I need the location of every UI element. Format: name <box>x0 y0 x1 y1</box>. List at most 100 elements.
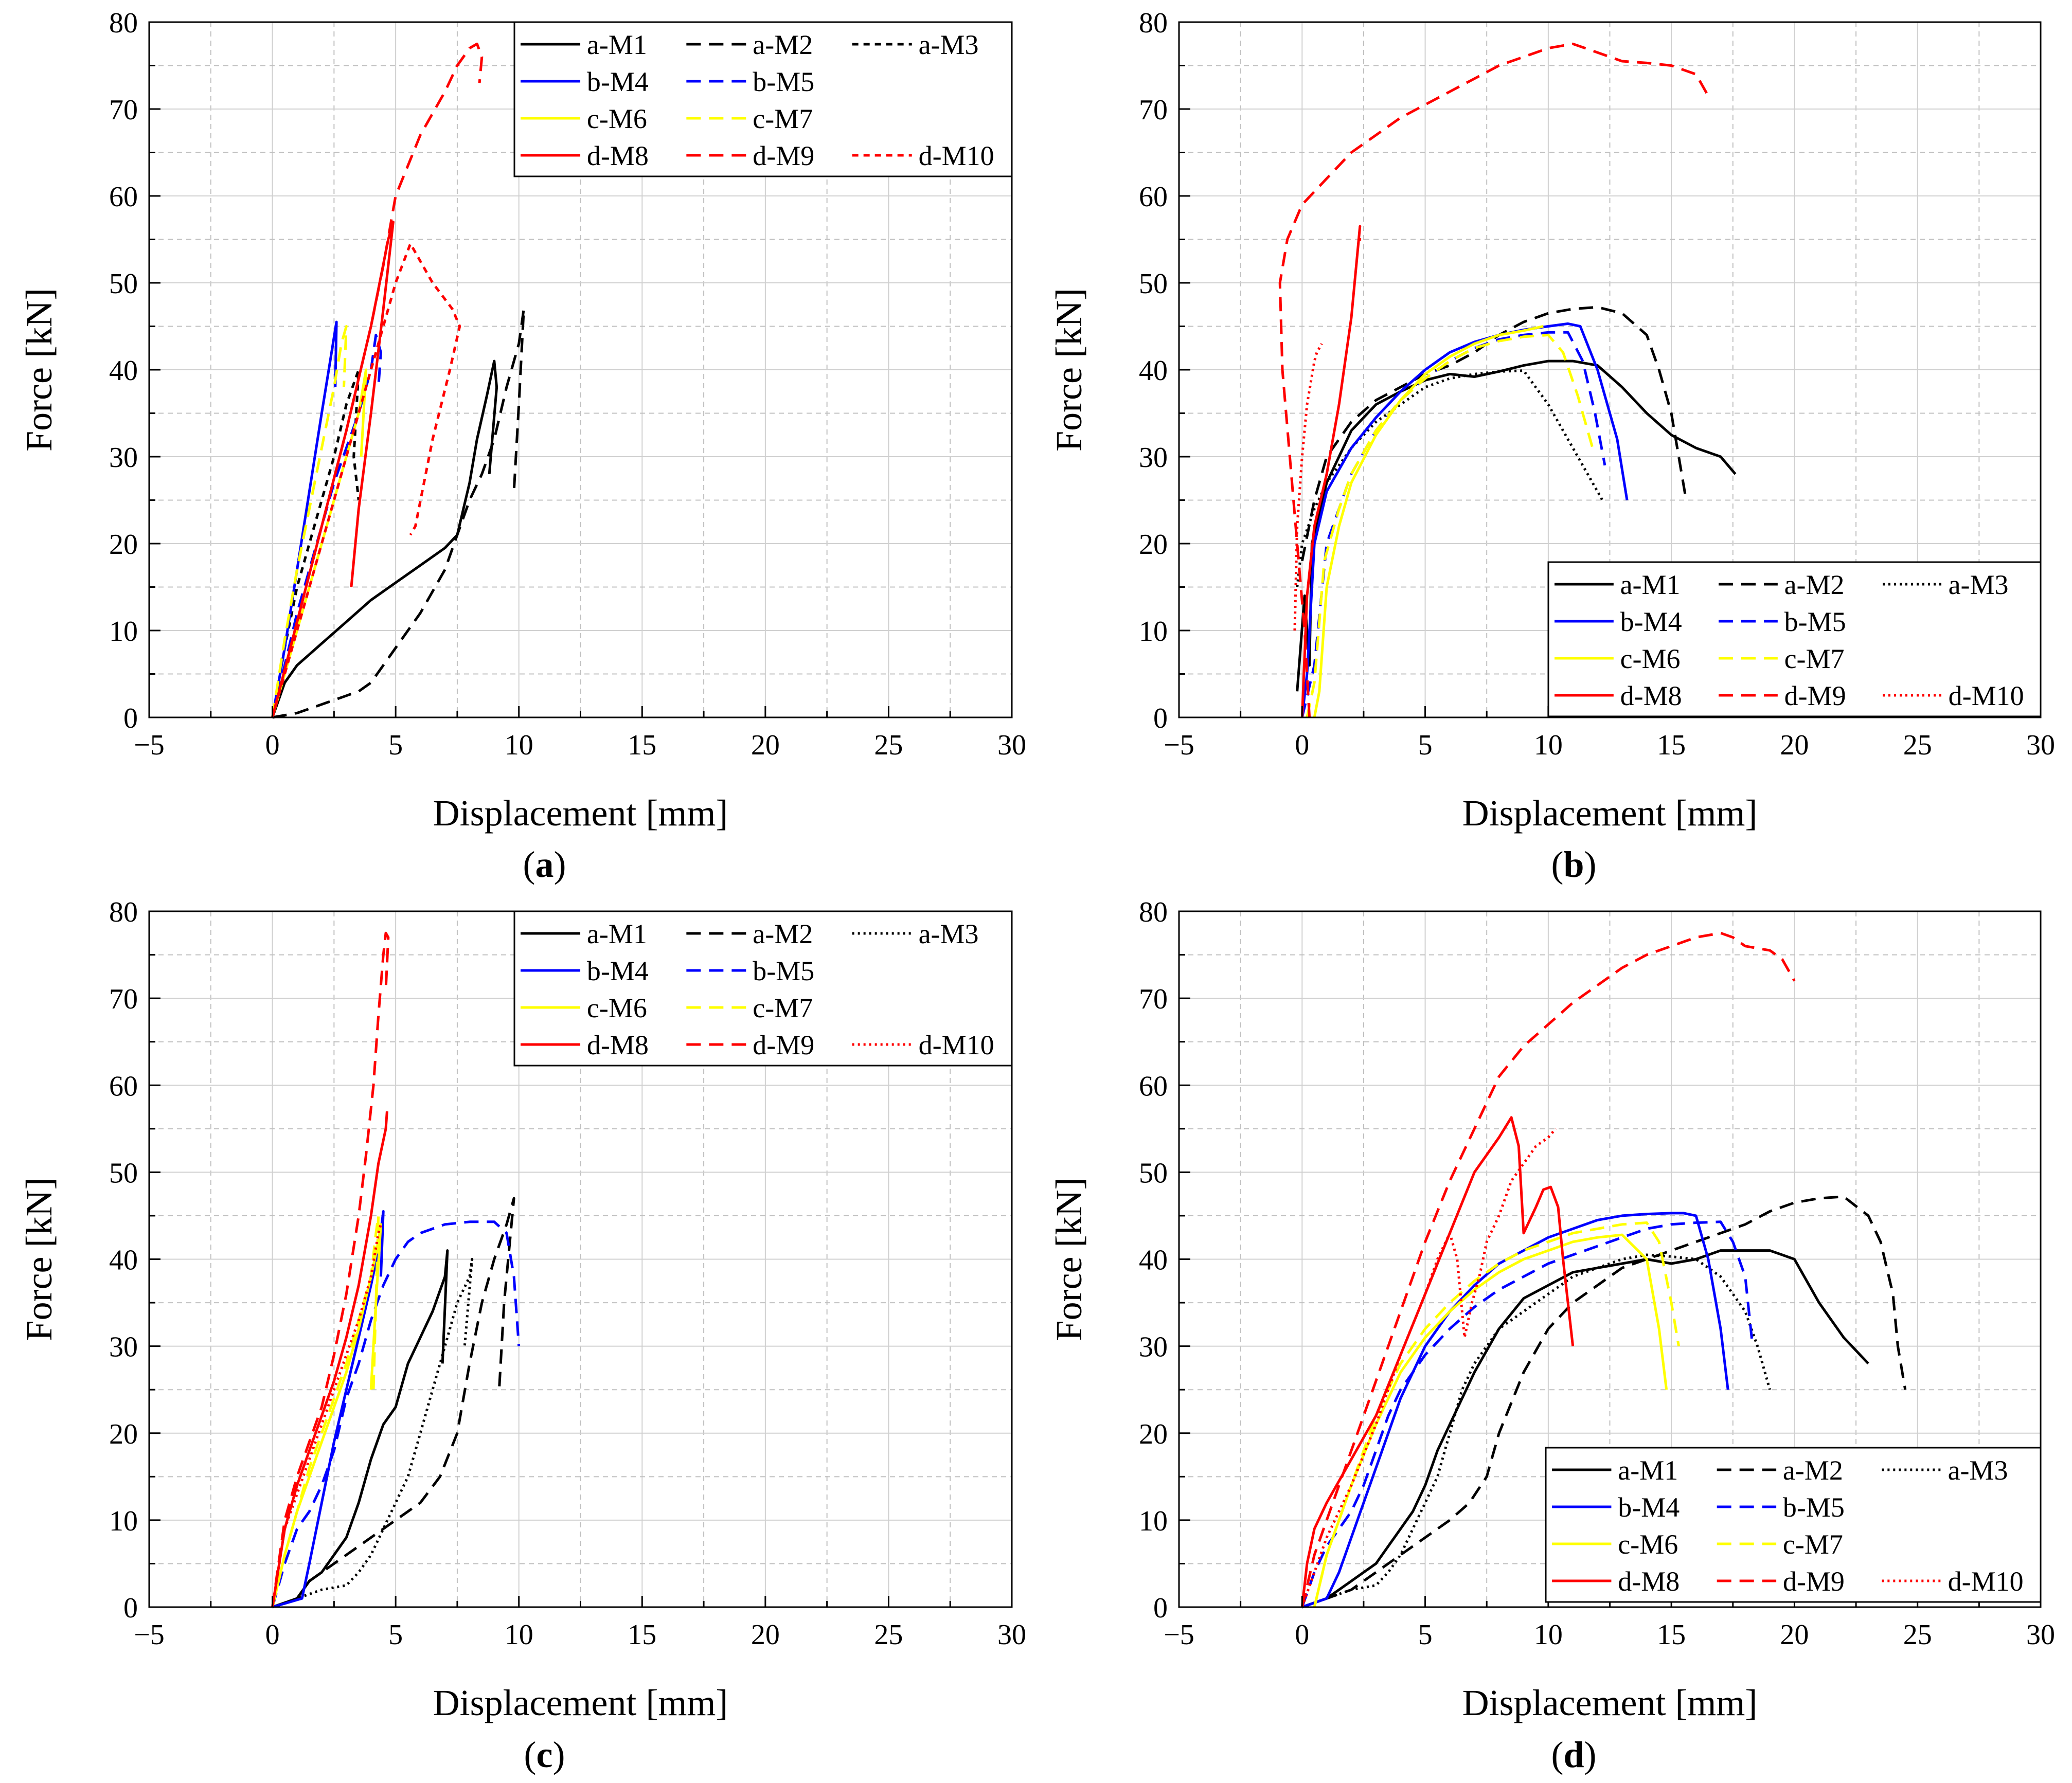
legend-label-b-M4: b-M4 <box>1618 1492 1680 1523</box>
x-tick-label: 20 <box>751 1619 780 1651</box>
y-tick-label: 80 <box>109 896 138 928</box>
y-tick-label: 0 <box>1153 1592 1168 1624</box>
series-line-b-M4 <box>271 320 338 718</box>
x-tick-label: 15 <box>628 1619 656 1651</box>
series-line-a-M3 <box>1301 1253 1772 1609</box>
series-line-d-M9 <box>271 42 484 718</box>
legend-label-d-M10: d-M10 <box>1948 1566 2024 1597</box>
x-tick-label: 30 <box>997 1619 1026 1651</box>
x-axis-title: Displacement [mm] <box>433 1682 728 1723</box>
caption-open: ( <box>523 844 535 885</box>
series-line-d-M9 <box>271 931 390 1608</box>
x-tick-label: 10 <box>1534 1619 1563 1651</box>
chart-panel-b: −5 0 5 10 15 20 25 3001020304050607080Displacem… <box>1048 7 2055 885</box>
chart-panel-a: −5 0 5 10 15 20 25 3001020304050607080Displacem… <box>19 7 1026 885</box>
series-group <box>271 42 525 719</box>
legend-label-a-M3: a-M3 <box>1949 569 2009 600</box>
x-axis-title: Displacement [mm] <box>1462 1682 1758 1723</box>
y-tick-label: 10 <box>1139 616 1168 647</box>
legend-label-a-M2: a-M2 <box>753 29 813 60</box>
x-tick-label: −5 <box>1164 1619 1194 1651</box>
panel-caption: (b) <box>1551 844 1596 885</box>
x-tick-label: 15 <box>1657 729 1686 761</box>
legend-label-a-M1: a-M1 <box>587 29 647 60</box>
y-tick-label: 50 <box>1139 268 1168 300</box>
y-tick-label: 20 <box>1139 529 1168 561</box>
series-line-b-M4 <box>272 1210 385 1609</box>
series-line-a-M1 <box>1301 1249 1869 1609</box>
x-tick-label: 30 <box>2026 1619 2055 1651</box>
y-tick-label: 30 <box>1139 442 1168 474</box>
series-line-a-M2 <box>1301 1195 1907 1609</box>
y-tick-label: 10 <box>109 616 138 647</box>
series-line-d-M8 <box>1300 1116 1575 1608</box>
series-line-a-M2 <box>272 1197 515 1609</box>
x-tick-label: 25 <box>874 1619 903 1651</box>
series-line-a-M3 <box>272 1258 474 1609</box>
caption-open: ( <box>1551 1734 1563 1775</box>
y-tick-label: 60 <box>1139 181 1168 213</box>
x-tick-label: 25 <box>1903 1619 1932 1651</box>
y-tick-label: 70 <box>1139 983 1168 1015</box>
x-tick-label: 15 <box>1657 1619 1686 1651</box>
series-line-d-M9 <box>1278 42 1710 718</box>
y-tick-label: 40 <box>1139 355 1168 387</box>
legend-box <box>513 21 1013 177</box>
y-axis-title: Force [kN] <box>1048 1178 1089 1341</box>
legend-label-b-M5: b-M5 <box>1783 1492 1845 1523</box>
y-tick-label: 30 <box>109 442 138 474</box>
x-tick-label: 5 <box>388 729 403 761</box>
x-tick-label: 0 <box>265 1619 280 1651</box>
legend-label-d-M10: d-M10 <box>1949 680 2024 711</box>
legend-label-b-M4: b-M4 <box>1620 606 1682 637</box>
y-tick-label: 0 <box>123 1592 138 1624</box>
y-tick-label: 50 <box>109 268 138 300</box>
y-tick-label: 50 <box>109 1157 138 1189</box>
y-tick-label: 60 <box>109 181 138 213</box>
legend-label-a-M1: a-M1 <box>587 918 647 949</box>
legend-label-d-M10: d-M10 <box>919 1030 994 1060</box>
y-tick-label: 70 <box>109 94 138 126</box>
y-tick-label: 60 <box>1139 1070 1168 1102</box>
legend-label-a-M3: a-M3 <box>1948 1455 2008 1486</box>
y-tick-label: 70 <box>1139 94 1168 126</box>
y-tick-label: 40 <box>1139 1245 1168 1276</box>
legend-label-d-M10: d-M10 <box>919 140 994 171</box>
legend-label-a-M1: a-M1 <box>1618 1455 1678 1486</box>
legend-label-c-M6: c-M6 <box>1620 643 1681 674</box>
x-tick-label: 15 <box>628 729 656 761</box>
caption-open: ( <box>1551 844 1563 885</box>
legend-label-c-M7: c-M7 <box>1784 643 1845 674</box>
x-tick-label: 0 <box>265 729 280 761</box>
legend-label-d-M8: d-M8 <box>1618 1566 1680 1597</box>
y-tick-label: 40 <box>109 1245 138 1276</box>
series-line-a-M2 <box>272 308 525 719</box>
series-line-c-M7 <box>271 1214 380 1608</box>
legend-label-c-M7: c-M7 <box>753 103 813 134</box>
y-axis-title: Force [kN] <box>19 288 60 452</box>
y-tick-label: 30 <box>1139 1331 1168 1363</box>
y-tick-label: 80 <box>1139 896 1168 928</box>
x-tick-label: 30 <box>2026 729 2055 761</box>
caption-open: ( <box>524 1734 537 1775</box>
legend-label-b-M5: b-M5 <box>1784 606 1846 637</box>
series-line-b-M5 <box>271 1220 521 1608</box>
y-tick-label: 40 <box>109 355 138 387</box>
y-tick-label: 20 <box>109 1418 138 1450</box>
legend-label-a-M2: a-M2 <box>1784 569 1845 600</box>
legend-label-d-M9: d-M9 <box>753 140 814 171</box>
x-tick-label: 25 <box>874 729 903 761</box>
legend: a-M1 a-M2 a-M3 b-M4 b-M5 c-M6 c-M7 d-M8 d-M9 d-M1… <box>513 910 1013 1067</box>
legend-label-c-M7: c-M7 <box>1783 1529 1843 1560</box>
caption-close: ) <box>1584 844 1597 885</box>
x-tick-label: 20 <box>751 729 780 761</box>
legend-label-d-M8: d-M8 <box>1620 680 1682 711</box>
y-tick-label: 30 <box>109 1331 138 1363</box>
series-group <box>1300 931 1907 1609</box>
caption-letter: d <box>1563 1734 1584 1775</box>
series-line-c-M7 <box>1306 333 1594 718</box>
series-line-a-M1 <box>1296 359 1737 692</box>
series-group <box>271 931 521 1609</box>
